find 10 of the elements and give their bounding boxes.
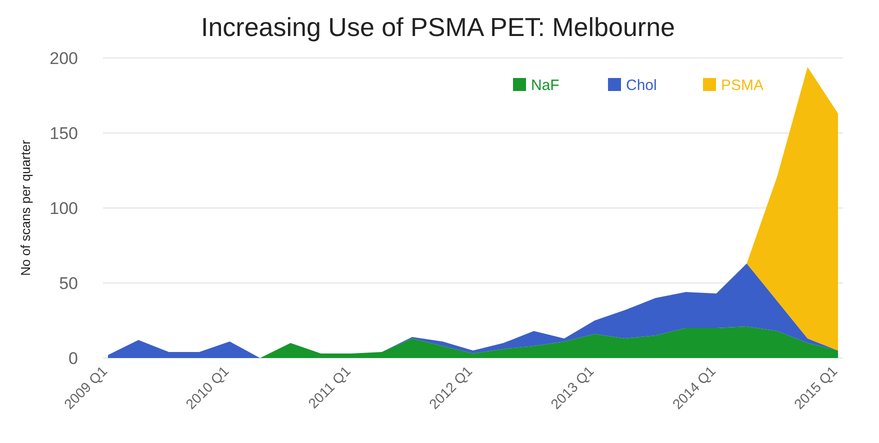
legend-label: PSMA xyxy=(721,77,764,94)
chart-title: Increasing Use of PSMA PET: Melbourne xyxy=(200,12,676,42)
y-axis-title: No of scans per quarter xyxy=(18,139,33,276)
y-tick-label: 200 xyxy=(50,49,78,68)
y-tick-label: 100 xyxy=(50,199,78,218)
legend-label: Chol xyxy=(626,77,657,94)
y-tick-label: 150 xyxy=(50,124,78,143)
legend-label: NaF xyxy=(531,77,560,94)
y-tick-label: 50 xyxy=(59,274,78,293)
y-tick-label: 0 xyxy=(68,349,78,368)
